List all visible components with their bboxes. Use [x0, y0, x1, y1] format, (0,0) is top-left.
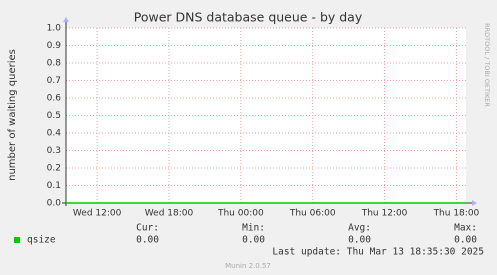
- y-tick-label: 0.2: [47, 164, 61, 174]
- y-tick-label: 0.8: [47, 59, 62, 69]
- y-axis-label: number of waiting queries: [7, 49, 18, 181]
- x-tick-label: Wed 18:00: [145, 209, 194, 219]
- legend-label: qsize: [27, 235, 56, 246]
- x-tick-label: Thu 18:00: [433, 209, 480, 219]
- footer: Munin 2.0.57: [225, 262, 271, 270]
- axis-arrow: [472, 200, 477, 206]
- x-tick-label: Thu 06:00: [289, 209, 336, 219]
- stat-header: Avg:: [348, 223, 371, 234]
- stat-header: Max:: [454, 223, 477, 234]
- axis-arrow: [63, 17, 69, 22]
- x-tick-label: Wed 12:00: [73, 209, 122, 219]
- y-tick-label: 0.0: [47, 199, 62, 209]
- stat-header: Min:: [242, 223, 265, 234]
- y-tick-label: 0.1: [47, 181, 61, 191]
- stat-value: 0.00: [348, 235, 371, 246]
- chart-title: Power DNS database queue - by day: [134, 10, 363, 25]
- stat-value: 0.00: [454, 235, 477, 246]
- watermark: RRDTOOL / TOBI OETIKER: [483, 23, 491, 107]
- stat-header: Cur:: [136, 223, 159, 234]
- y-tick-label: 1.0: [47, 24, 62, 34]
- y-tick-label: 0.4: [47, 129, 62, 139]
- x-tick-label: Thu 00:00: [217, 209, 264, 219]
- last-update: Last update: Thu Mar 13 18:35:30 2025: [272, 247, 484, 258]
- stat-value: 0.00: [242, 235, 265, 246]
- stat-value: 0.00: [136, 235, 159, 246]
- y-tick-label: 0.7: [47, 76, 61, 86]
- y-tick-label: 0.5: [47, 111, 61, 121]
- y-tick-label: 0.3: [47, 146, 61, 156]
- y-tick-label: 0.6: [47, 94, 62, 104]
- y-tick-label: 0.9: [47, 41, 62, 51]
- x-tick-label: Thu 12:00: [361, 209, 408, 219]
- legend-swatch: [14, 237, 20, 243]
